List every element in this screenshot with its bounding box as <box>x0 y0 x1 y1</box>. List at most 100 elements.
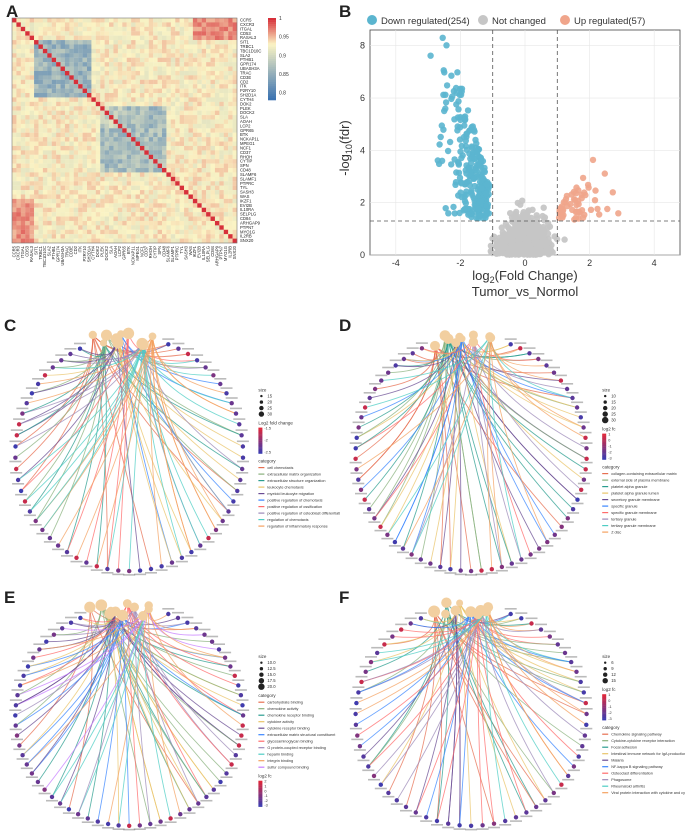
heatmap-cell <box>60 190 66 195</box>
network-gene-label-mark <box>559 646 571 649</box>
heatmap-cell <box>206 172 211 177</box>
heatmap-cell <box>206 132 211 138</box>
heatmap-cell <box>82 106 88 111</box>
network-gene-node <box>361 754 366 759</box>
heatmap-cell <box>78 145 83 151</box>
network-gene-node <box>366 764 371 769</box>
heatmap-cell <box>166 238 171 244</box>
heatmap-cell <box>122 207 127 213</box>
heatmap-cell <box>100 84 105 89</box>
heatmap-cell <box>126 53 132 58</box>
heatmap-cell <box>201 88 207 94</box>
heatmap-cell <box>64 110 70 116</box>
network-gene-label-mark <box>386 630 399 633</box>
heatmap-cell <box>91 128 96 133</box>
heatmap-cell <box>113 93 119 98</box>
heatmap-cell <box>113 154 119 160</box>
network-gene-node <box>187 807 192 812</box>
heatmap-cell <box>20 159 26 164</box>
heatmap-cell <box>157 84 163 89</box>
network-gene-label-mark <box>65 616 77 619</box>
heatmap-cell <box>135 163 141 169</box>
heatmap-cell <box>184 190 189 195</box>
heatmap-cell <box>113 18 119 23</box>
heatmap-cell <box>122 185 127 191</box>
heatmap-cell <box>148 62 154 67</box>
heatmap-cell <box>179 145 185 151</box>
heatmap-row-label: IKZF1 <box>240 198 252 203</box>
heatmap-cell <box>157 141 163 147</box>
network-edge <box>117 342 183 558</box>
legend-category-label: positive regulation of osteoblast differ… <box>267 512 340 516</box>
network-gene-node <box>372 516 377 521</box>
heatmap-cell <box>60 234 66 239</box>
legend-size-dot <box>603 405 608 411</box>
network-edge <box>459 611 472 826</box>
heatmap-cell <box>179 198 185 204</box>
heatmap-cell <box>51 31 57 36</box>
colorbar-segment <box>268 22 276 25</box>
legend-color-segment <box>258 801 263 804</box>
volcano-point-down <box>461 122 468 129</box>
heatmap-cell <box>175 163 180 169</box>
network-gene-label-mark <box>233 748 245 751</box>
heatmap-cell <box>131 75 136 80</box>
network-edge <box>487 607 577 673</box>
network-gene-label-mark <box>61 555 73 557</box>
network-gene-node <box>238 477 243 483</box>
heatmap-cell <box>131 145 136 151</box>
heatmap-col-label: IL10RA <box>201 246 206 260</box>
heatmap-cell <box>29 203 35 208</box>
volcano-point-down <box>442 91 449 99</box>
heatmap-cell <box>232 115 238 120</box>
heatmap-cell <box>184 40 189 45</box>
network-gene-label-mark <box>154 824 167 827</box>
heatmap-cell <box>122 123 127 129</box>
heatmap-cell <box>192 172 198 177</box>
heatmap-cell <box>60 110 66 116</box>
heatmap-cell <box>78 93 83 98</box>
heatmap-cell <box>87 62 92 67</box>
heatmap-cell <box>184 229 189 235</box>
legend-category-label: tertiary granule membrane <box>611 524 656 528</box>
heatmap-cell <box>64 57 70 63</box>
network-gene-label-mark <box>191 354 204 356</box>
heatmap-cell <box>60 168 66 173</box>
volcano-point-nc <box>526 247 534 255</box>
heatmap-cell <box>192 198 198 204</box>
network-gene-label-mark <box>561 383 574 385</box>
heatmap-cell <box>219 53 224 58</box>
heatmap-cell <box>117 119 123 125</box>
colorbar-tick-label: 0.9 <box>279 53 286 59</box>
heatmap-col-label: NCF1 <box>139 245 144 257</box>
network-edge <box>126 603 207 798</box>
heatmap-cell <box>214 44 220 50</box>
heatmap-cell <box>219 181 224 186</box>
heatmap-cell <box>42 48 48 54</box>
heatmap-cell <box>56 203 61 208</box>
heatmap-cell <box>214 234 220 239</box>
network-gene-label-mark <box>181 616 194 619</box>
heatmap-cell <box>206 198 211 204</box>
heatmap-cell <box>73 84 79 89</box>
network-gene-label-mark <box>155 569 168 571</box>
heatmap-cell <box>223 106 229 111</box>
volcano-point-nc <box>525 226 533 234</box>
heatmap-cell <box>60 225 66 230</box>
heatmap-cell <box>42 26 48 32</box>
heatmap-cell <box>82 172 88 177</box>
heatmap-cell <box>16 194 21 200</box>
volcano-point-down <box>472 136 479 144</box>
volcano-point-up <box>585 184 592 191</box>
heatmap-cell <box>188 216 194 222</box>
heatmap-cell <box>78 70 83 76</box>
heatmap-cell <box>192 212 198 217</box>
heatmap-cell <box>113 181 119 186</box>
heatmap-cell <box>206 185 211 191</box>
heatmap-cell <box>78 176 83 182</box>
heatmap-cell <box>91 84 96 89</box>
heatmap-cell <box>219 220 224 226</box>
volcano-point-down <box>472 166 479 174</box>
heatmap-row-label: ARHGAP9 <box>240 220 261 225</box>
volcano-points <box>427 34 622 258</box>
